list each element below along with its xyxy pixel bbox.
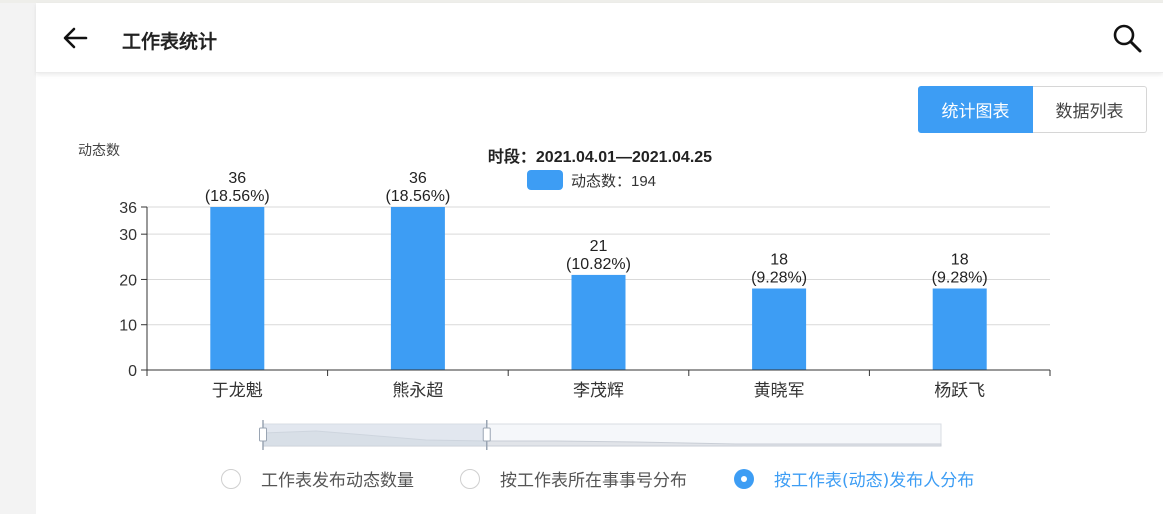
radio-label: 按工作表所在事事号分布 [500, 471, 687, 491]
y-axis-label: 动态数 [78, 142, 120, 158]
distribution-options: 工作表发布动态数量 按工作表所在事事号分布 按工作表(动态)发布人分布 [36, 466, 1163, 496]
y-tick-label: 36 [119, 200, 137, 217]
bar-value-label: 36 [228, 170, 246, 187]
bar-percent-label: (10.82%) [566, 256, 631, 273]
zoom-handle-right[interactable] [482, 420, 491, 450]
radio-checked-icon[interactable] [734, 468, 754, 489]
x-tick-label: 李茂辉 [573, 381, 624, 400]
bars: 36(18.56%)36(18.56%)21(10.82%) 18(9.28%)1… [205, 170, 988, 370]
back-arrow-icon[interactable] [60, 23, 90, 53]
y-tick-label: 0 [128, 363, 137, 380]
radio-circle-icon[interactable] [221, 468, 241, 489]
x-tick-label: 于龙魁 [212, 381, 263, 400]
bar-value-label: 36 [409, 170, 427, 187]
chart-title: 时段：2021.04.01—2021.04.25 [488, 147, 712, 166]
page-title: 工作表统计 [122, 31, 218, 53]
y-tick-label: 10 [119, 318, 137, 335]
bar-percent-label: (18.56%) [205, 188, 270, 205]
zoom-handle-grip[interactable] [482, 427, 491, 442]
bar-value-label: 18 [770, 252, 788, 269]
radio-circle-icon[interactable] [460, 468, 480, 489]
bar-value-label: 18 [951, 252, 969, 269]
tab-data-list[interactable]: 数据列表 [1033, 86, 1147, 133]
bar [390, 207, 445, 370]
tab-statistics-chart[interactable]: 统计图表 [918, 86, 1033, 133]
x-tick-label: 杨跃飞 [934, 381, 985, 400]
bar-percent-label: (9.28%) [751, 270, 807, 287]
bar-percent-label: (9.28%) [932, 270, 988, 287]
legend-swatch [527, 170, 563, 190]
radio-by-publisher[interactable]: 按工作表(动态)发布人分布 [734, 466, 974, 491]
zoom-handle-left[interactable] [259, 420, 267, 450]
legend-label: 动态数：194 [571, 173, 656, 190]
x-tick-label: 熊永超 [392, 381, 443, 400]
zoom-selection[interactable] [263, 424, 487, 446]
content-card: 工作表统计 统计图表 数据列表 动态数 时段：2021.04.01—2021.0… [36, 3, 1163, 514]
x-tick-label: 黄晓军 [754, 381, 805, 400]
bar [571, 274, 626, 370]
radio-label: 工作表发布动态数量 [261, 471, 414, 491]
bar-value-label: 21 [590, 238, 608, 255]
radio-by-account[interactable]: 按工作表所在事事号分布 [460, 466, 687, 491]
bar-chart: 动态数 时段：2021.04.01—2021.04.25 动态数：194 36(… [78, 142, 1051, 450]
bar [210, 207, 265, 370]
zoom-slider[interactable] [259, 420, 942, 450]
bar [752, 288, 807, 370]
axes: 0 10 20 30 36 于龙魁 熊永超 李茂辉 黄晓军 杨跃飞 [119, 200, 1051, 400]
search-icon[interactable] [1110, 21, 1144, 55]
view-toggle: 统计图表 数据列表 [918, 86, 1147, 133]
top-strip [0, 0, 1163, 3]
y-tick-label: 20 [119, 272, 137, 289]
bar [932, 288, 987, 370]
zoom-handle-grip[interactable] [259, 427, 267, 442]
y-tick-label: 30 [119, 227, 137, 244]
bar-percent-label: (18.56%) [385, 188, 450, 205]
app-header: 工作表统计 [36, 3, 1163, 73]
radio-label: 按工作表(动态)发布人分布 [774, 471, 975, 491]
radio-dynamic-count[interactable]: 工作表发布动态数量 [221, 466, 414, 491]
